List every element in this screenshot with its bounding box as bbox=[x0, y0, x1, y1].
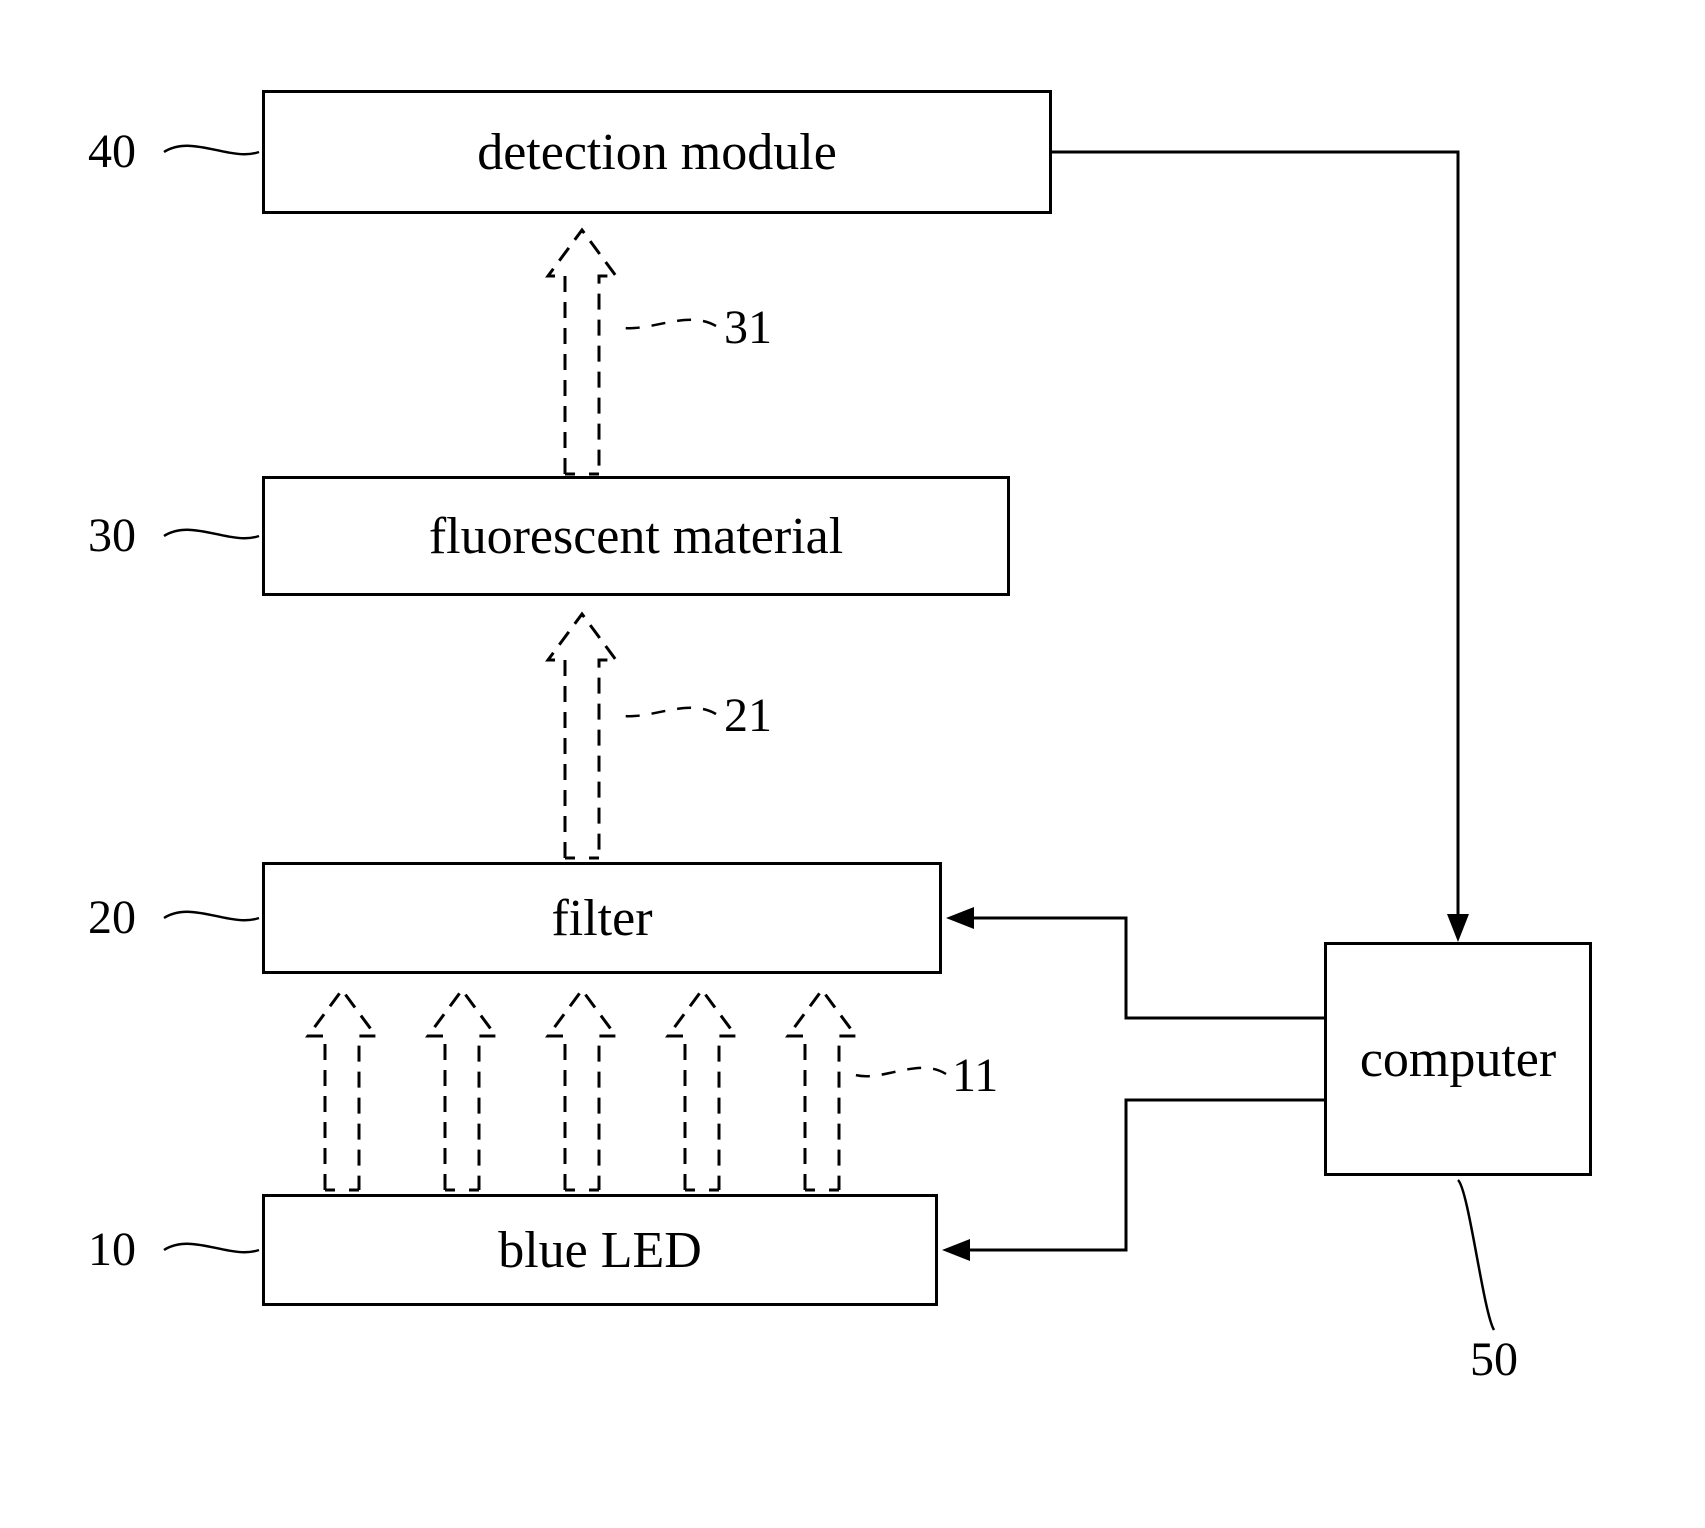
fluorescent-box: fluorescent material bbox=[262, 476, 1010, 596]
detection-box: detection module bbox=[262, 90, 1052, 214]
light-arrow-icon bbox=[308, 990, 376, 1190]
light-arrow-icon bbox=[548, 614, 616, 858]
light-arrow-icon bbox=[548, 990, 616, 1190]
label-20: 20 bbox=[88, 890, 136, 945]
label-21: 21 bbox=[724, 688, 772, 743]
light-arrow-icon bbox=[668, 990, 736, 1190]
signal-arrow bbox=[963, 918, 1324, 1018]
label-31: 31 bbox=[724, 300, 772, 355]
computer-label: computer bbox=[1360, 1030, 1556, 1089]
label-40: 40 bbox=[88, 124, 136, 179]
light-arrow-icon bbox=[428, 990, 496, 1190]
light-arrow-icon bbox=[548, 230, 616, 474]
label-30: 30 bbox=[88, 508, 136, 563]
label-50: 50 bbox=[1470, 1332, 1518, 1387]
fluorescent-label: fluorescent material bbox=[429, 507, 843, 566]
light-arrow-icon bbox=[788, 990, 856, 1190]
signal-arrow bbox=[1052, 152, 1458, 925]
filter-box: filter bbox=[262, 862, 942, 974]
signal-arrow bbox=[959, 1100, 1324, 1250]
computer-box: computer bbox=[1324, 942, 1592, 1176]
label-10: 10 bbox=[88, 1222, 136, 1277]
led-box: blue LED bbox=[262, 1194, 938, 1306]
led-label: blue LED bbox=[498, 1221, 702, 1280]
label-11: 11 bbox=[952, 1048, 998, 1103]
detection-label: detection module bbox=[477, 123, 837, 182]
filter-label: filter bbox=[551, 889, 652, 948]
